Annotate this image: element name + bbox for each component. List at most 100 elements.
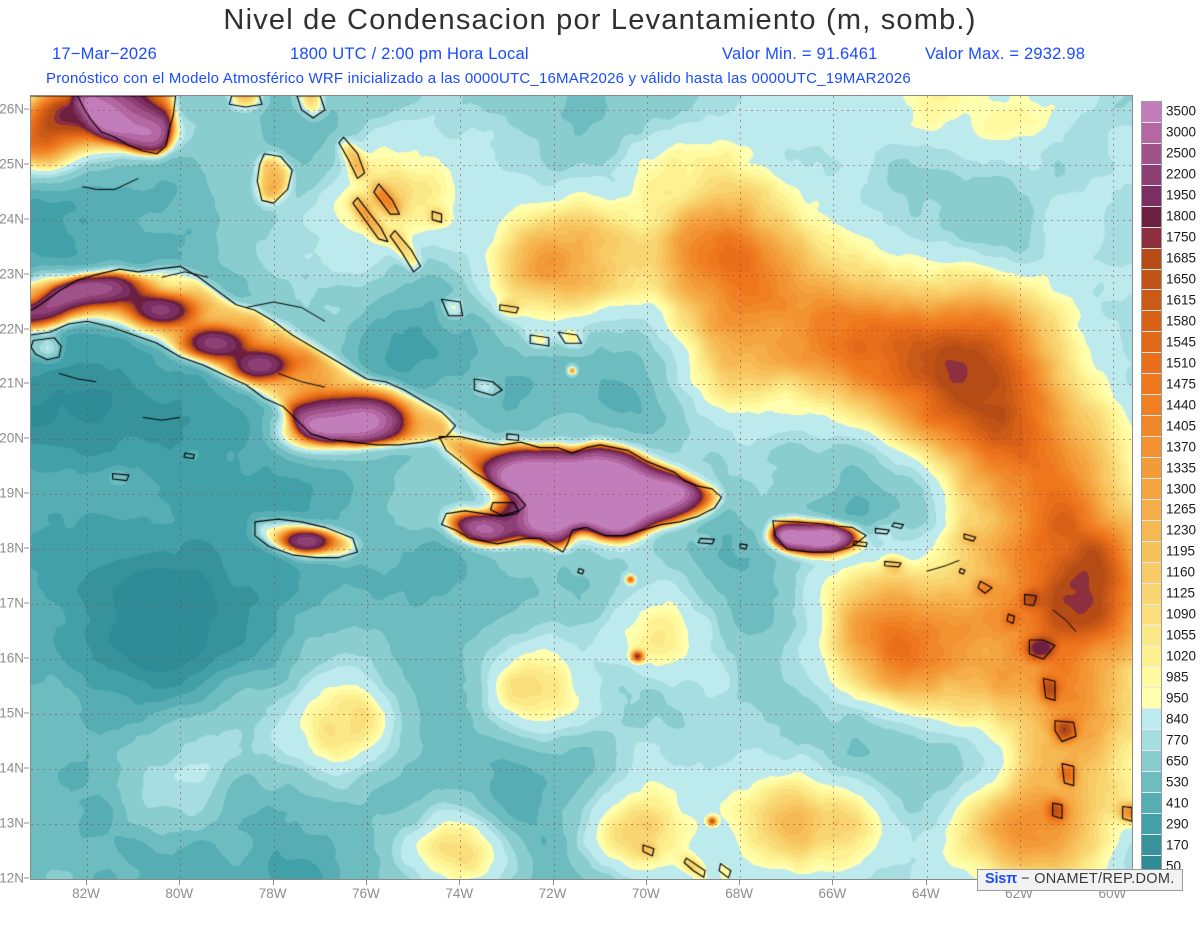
lon-tick [85, 880, 87, 885]
colorbar-label-1750: 1750 [1166, 229, 1197, 245]
colorbar-label-290: 290 [1166, 816, 1189, 832]
lat-label-22N: 22N [0, 321, 24, 337]
colorbar-swatch-1265 [1142, 499, 1161, 521]
colorbar-swatch-1055 [1142, 625, 1161, 647]
colorbar-label-1055: 1055 [1166, 627, 1197, 643]
colorbar-label-1510: 1510 [1166, 355, 1197, 371]
colorbar-label-1440: 1440 [1166, 397, 1197, 413]
colorbar-label-650: 650 [1166, 753, 1189, 769]
lat-tick [24, 273, 29, 275]
colorbar-swatch-3000 [1142, 122, 1161, 144]
colorbar-swatch-1090 [1142, 604, 1161, 626]
lon-label-78W: 78W [258, 886, 287, 901]
colorbar-swatch-1475 [1142, 374, 1161, 396]
lon-label-74W: 74W [445, 886, 474, 901]
colorbar-label-1300: 1300 [1166, 481, 1197, 496]
lon-label-66W: 66W [818, 886, 847, 901]
lon-tick [739, 880, 741, 885]
lon-tick [552, 880, 554, 885]
lon-label-82W: 82W [72, 886, 100, 901]
map-plot-area[interactable] [30, 95, 1133, 880]
colorbar-swatch-1405 [1142, 416, 1161, 437]
colorbar-swatch-1950 [1142, 185, 1161, 207]
lon-tick [272, 880, 274, 885]
value-max-label: Valor Max. = 2932.98 [925, 45, 1086, 63]
colorbar-label-1650: 1650 [1166, 271, 1197, 287]
colorbar-label-1230: 1230 [1166, 522, 1197, 538]
colorbar-label-1195: 1195 [1166, 543, 1196, 559]
colorbar-swatch-170 [1142, 834, 1161, 856]
onamet-text: − ONAMET/REP.DOM. [1021, 871, 1175, 887]
colorbar-label-770: 770 [1166, 732, 1189, 748]
lon-label-68W: 68W [725, 886, 753, 901]
lon-tick [459, 880, 461, 885]
colorbar-label-950: 950 [1166, 690, 1189, 706]
lon-tick [179, 880, 181, 885]
lat-tick [24, 437, 29, 439]
colorbar-label-3500: 3500 [1166, 103, 1197, 119]
colorbar-swatch-2200 [1142, 164, 1161, 186]
lat-label-26N: 26N [0, 101, 24, 117]
colorbar-legend[interactable] [1141, 101, 1162, 877]
colorbar-swatch-290 [1142, 813, 1161, 835]
colorbar-swatch-1750 [1142, 227, 1161, 249]
colorbar-label-170: 170 [1166, 837, 1189, 853]
lon-tick [832, 880, 834, 885]
colorbar-swatch-1160 [1142, 562, 1161, 584]
forecast-date: 17−Mar−2026 [52, 45, 157, 63]
lat-tick [24, 163, 29, 165]
lat-label-17N: 17N [0, 595, 24, 611]
colorbar-swatch-650 [1142, 751, 1161, 772]
colorbar-label-410: 410 [1166, 795, 1189, 811]
value-min-label: Valor Min. = 91.6461 [722, 45, 878, 63]
sispi-brand-text: Sisπ [985, 871, 1018, 887]
lat-tick [24, 492, 29, 494]
colorbar-swatch-1370 [1142, 437, 1161, 458]
lat-tick [24, 547, 29, 549]
lon-label-70W: 70W [631, 886, 660, 901]
lcl-shaded-field [31, 96, 1132, 879]
colorbar-swatch-3500 [1142, 102, 1161, 123]
lat-label-23N: 23N [0, 266, 24, 282]
colorbar-label-985: 985 [1166, 669, 1189, 685]
lat-label-12N: 12N [0, 870, 24, 886]
lat-label-16N: 16N [0, 650, 24, 666]
colorbar-label-2500: 2500 [1166, 145, 1197, 161]
colorbar-label-1405: 1405 [1166, 418, 1197, 434]
colorbar-swatch-1125 [1142, 583, 1161, 605]
lon-label-72W: 72W [538, 886, 567, 901]
lat-tick [24, 602, 29, 604]
colorbar-swatch-1335 [1142, 457, 1161, 479]
colorbar-swatch-530 [1142, 772, 1161, 793]
lat-tick [24, 657, 29, 659]
colorbar-swatch-1800 [1142, 206, 1161, 228]
lat-tick [24, 877, 29, 879]
lon-label-76W: 76W [352, 886, 380, 901]
lon-label-64W: 64W [911, 886, 940, 901]
colorbar-label-1335: 1335 [1166, 460, 1197, 476]
colorbar-swatch-1440 [1142, 395, 1161, 417]
colorbar-label-3000: 3000 [1166, 124, 1197, 140]
lat-label-14N: 14N [0, 760, 24, 776]
colorbar-label-2200: 2200 [1166, 166, 1197, 182]
colorbar-label-1545: 1545 [1166, 334, 1197, 350]
colorbar-label-1090: 1090 [1166, 606, 1197, 622]
colorbar-swatch-410 [1142, 792, 1161, 814]
lat-tick [24, 218, 29, 220]
colorbar-swatch-1615 [1142, 290, 1161, 312]
lat-label-24N: 24N [0, 211, 24, 227]
lat-tick [24, 767, 29, 769]
model-description: Pronóstico con el Modelo Atmosférico WRF… [46, 70, 911, 87]
colorbar-swatch-950 [1142, 688, 1161, 710]
sispi-onamet-logo: Sisπ − ONAMET/REP.DOM. [977, 869, 1183, 892]
lon-tick [645, 880, 647, 885]
colorbar-swatch-770 [1142, 730, 1161, 752]
graticule-parallel [31, 879, 1132, 880]
colorbar-label-1265: 1265 [1166, 501, 1197, 517]
lat-label-18N: 18N [0, 540, 24, 556]
colorbar-swatch-1580 [1142, 311, 1161, 333]
lon-label-80W: 80W [165, 886, 194, 901]
colorbar-label-1370: 1370 [1166, 439, 1197, 455]
colorbar-label-1950: 1950 [1166, 187, 1197, 203]
colorbar-label-1615: 1615 [1166, 292, 1197, 308]
